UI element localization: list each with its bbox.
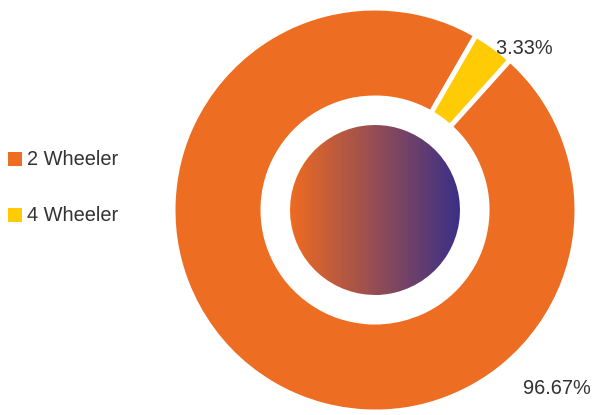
legend-label-4-wheeler: 4 Wheeler [27,203,119,226]
slice-4-wheeler [427,31,514,131]
data-label-2-wheeler: 96.67% [523,377,591,399]
legend-swatch-2-wheeler [8,152,22,166]
data-label-4-wheeler: 3.33% [496,37,553,59]
slices-group [170,5,580,415]
data-labels-group: 96.67% 3.33% [496,37,591,399]
center-gradient-disc [290,125,460,295]
slice-2-wheeler [170,5,580,415]
legend-swatch-4-wheeler [8,208,22,222]
legend: 2 Wheeler 4 Wheeler [8,146,118,258]
legend-item-2-wheeler: 2 Wheeler [8,146,118,172]
legend-item-4-wheeler: 4 Wheeler [8,202,118,228]
legend-label-2-wheeler: 2 Wheeler [27,147,119,170]
